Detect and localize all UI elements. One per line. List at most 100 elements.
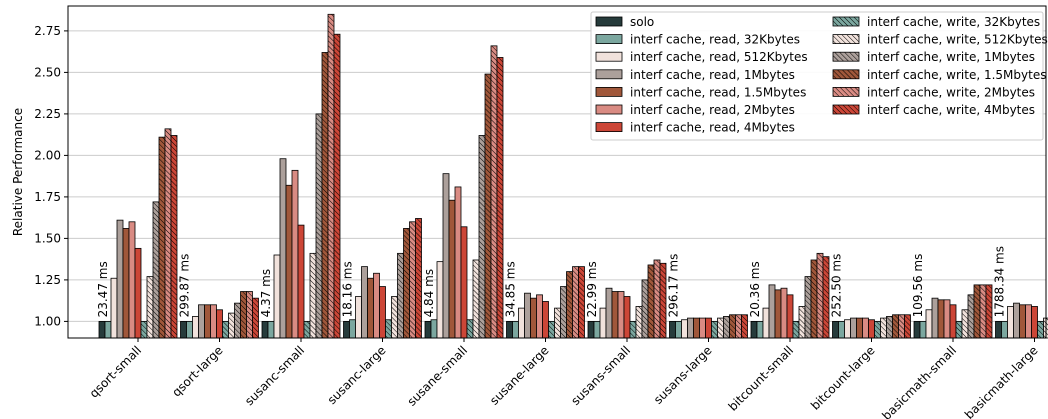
bar (128, 221, 136, 339)
legend-swatch-hatch (833, 17, 859, 26)
bar (780, 287, 788, 339)
bar-hatch (165, 128, 171, 338)
bar (285, 184, 293, 339)
bar-hatch (252, 298, 259, 338)
solo-label: 20.36 ms (748, 261, 762, 317)
x-tick-label: susans-small (568, 343, 633, 408)
bar (536, 294, 543, 339)
y-tick-label: 1.50 (34, 231, 61, 245)
bar-hatch (817, 253, 823, 338)
legend-label: interf cache, write, 4Mbytes (867, 103, 1035, 117)
x-tick-label: qsort-small (87, 343, 144, 400)
bar-hatch (473, 259, 479, 338)
bar (838, 320, 845, 339)
legend-label: interf cache, write, 1.5Mbytes (867, 68, 1046, 82)
bar-hatch (636, 306, 642, 338)
bar-hatch (409, 221, 416, 338)
bar (687, 317, 694, 339)
bar (261, 320, 269, 339)
bar (210, 304, 217, 339)
bar (681, 319, 688, 339)
bar-hatch (385, 319, 392, 338)
bar (367, 277, 374, 339)
x-tick-label: bitcount-large (808, 343, 877, 412)
bar (1013, 302, 1020, 339)
bar (768, 284, 776, 339)
bar (542, 301, 549, 339)
bar (198, 304, 205, 339)
bar (530, 297, 537, 339)
solo-label: 299.87 ms (178, 254, 192, 318)
x-tick-label: susanc-large (325, 343, 389, 407)
bar-hatch (654, 259, 660, 338)
solo-labels: 23.47 ms 299.87 ms 4.37 ms 18.16 ms 4.84 ms 3… (96, 246, 1007, 317)
legend-swatch (595, 87, 623, 97)
bar (623, 296, 631, 339)
bar (862, 317, 869, 339)
bar-hatch (874, 321, 881, 338)
x-tick-label: qsort-large (169, 343, 225, 399)
bar (98, 320, 106, 339)
x-tick-label: bitcount-small (726, 343, 797, 414)
bar (454, 186, 462, 339)
solo-label: 23.47 ms (96, 261, 110, 317)
bar (925, 309, 933, 339)
bar (1019, 304, 1026, 339)
bar-hatch (1037, 321, 1044, 338)
bar (617, 291, 625, 339)
solo-label: 22.99 ms (585, 261, 599, 317)
bar (995, 320, 1002, 339)
legend-swatch (595, 104, 623, 115)
bar-hatch (974, 284, 980, 338)
bar (943, 299, 951, 339)
bar-hatch (823, 256, 829, 338)
legend-swatch (595, 34, 623, 44)
bar (506, 320, 513, 339)
bar-hatch (642, 279, 648, 338)
bar-hatch (892, 314, 899, 338)
bar-hatch (467, 319, 473, 338)
bar (343, 320, 350, 339)
solo-label: 109.56 ms (911, 254, 925, 318)
bar (122, 228, 130, 339)
bar (593, 320, 601, 339)
bar (1025, 304, 1032, 339)
x-tick-label: susanc-small (242, 343, 307, 408)
bar-hatch (240, 291, 247, 338)
bar (856, 317, 863, 339)
bar-hatch (793, 321, 799, 338)
legend-label: solo (630, 15, 654, 29)
bar (180, 320, 187, 339)
bar (297, 224, 305, 339)
solo-label: 4.37 ms (259, 269, 273, 317)
bar-hatch (228, 313, 235, 338)
bar-hatch (316, 113, 322, 339)
bar-hatch (415, 218, 422, 338)
bar (104, 320, 112, 339)
bar-hatch (485, 74, 491, 338)
legend-box (590, 11, 1044, 141)
bar-hatch (811, 259, 817, 338)
legend-label: interf cache, read, 1.5Mbytes (630, 85, 806, 99)
bar (460, 226, 468, 339)
bar-hatch (711, 321, 718, 338)
x-tick-label: susans-large (651, 343, 715, 407)
bar-hatch (986, 284, 992, 338)
bar (675, 320, 682, 339)
bar-hatch (980, 284, 986, 338)
bar-hatch (328, 14, 334, 339)
bar-hatch (234, 303, 241, 338)
bar (611, 291, 619, 339)
bar-hatch (310, 253, 316, 338)
bar-hatch (491, 45, 497, 339)
x-tick-label: basicmath-large (962, 343, 1041, 419)
bar-hatch (956, 321, 962, 338)
bar (844, 319, 851, 339)
bar-hatch (572, 266, 579, 338)
bar-hatch (741, 314, 748, 338)
bar (216, 309, 223, 339)
bar (1001, 320, 1008, 339)
bar-hatch (962, 309, 968, 338)
legend-label: interf cache, read, 2Mbytes (630, 103, 795, 117)
bar (750, 320, 758, 339)
